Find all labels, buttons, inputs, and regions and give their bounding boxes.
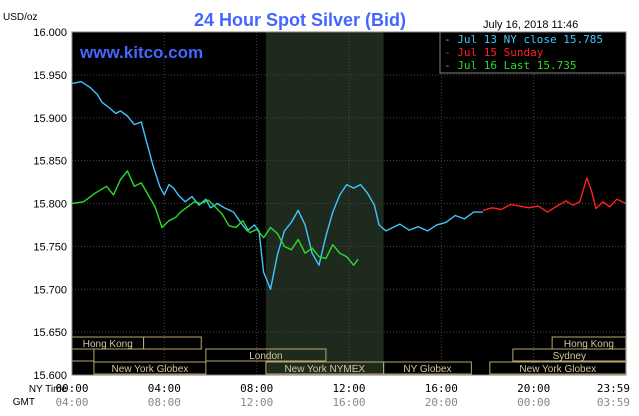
x-tick-label-ny: 08:00: [240, 382, 273, 395]
y-tick-label: 15.950: [33, 70, 67, 82]
session-box: [143, 336, 202, 350]
session-label: New York Globex: [112, 364, 189, 375]
y-tick-label: 15.800: [33, 199, 67, 211]
x-tick-label-ny: 20:00: [517, 382, 550, 395]
x-tick-label-ny: 12:00: [332, 382, 365, 395]
y-tick-label: 15.750: [33, 241, 67, 253]
ny-time-axis-name: NY Time: [29, 384, 68, 395]
y-tick-label: 15.600: [33, 370, 67, 382]
series-line: [71, 80, 483, 290]
x-tick-label-gmt: 03:59: [597, 396, 630, 409]
session-box: [93, 361, 207, 375]
y-tick-label: 15.700: [33, 284, 67, 296]
legend-entry: - Jul 15 Sunday: [444, 46, 544, 59]
x-tick-label-ny: 00:00: [55, 382, 88, 395]
x-tick-label-gmt: 20:00: [425, 396, 458, 409]
session-label: Sydney: [553, 351, 586, 362]
legend-entry: - Jul 13 NY close 15.785: [444, 33, 603, 46]
y-axis-ticks: 16.000 15.950 15.900 15.850 15.800 15.750 15.7…: [33, 27, 67, 382]
unit-label: USD/oz: [3, 12, 37, 23]
session-label: Hong Kong: [564, 339, 614, 350]
series-line: [71, 170, 359, 266]
x-tick-label-gmt: 00:00: [517, 396, 550, 409]
watermark: www.kitco.com: [79, 43, 203, 62]
legend-box: [439, 31, 627, 74]
x-tick-label-ny: 04:00: [148, 382, 181, 395]
session-label: New York Globex: [519, 364, 596, 375]
x-tick-label-gmt: 12:00: [240, 396, 273, 409]
session-label: NY Globex: [403, 364, 451, 375]
market-sessions: Hong Kong Hong Kong London Sydney New York G…: [71, 336, 627, 375]
session-box: [383, 361, 472, 375]
session-label: Hong Kong: [83, 339, 133, 350]
y-tick-label: 16.000: [33, 27, 67, 39]
session-label: New York NYMEX: [284, 364, 365, 375]
x-tick-label-gmt: 08:00: [148, 396, 181, 409]
y-tick-label: 15.650: [33, 327, 67, 339]
legend-entry: - Jul 16 Last 15.735: [444, 59, 576, 72]
gmt-axis-name: GMT: [13, 397, 35, 408]
x-axis-ticks: 00:0004:0004:0008:0008:0012:0012:0016:00…: [55, 382, 630, 409]
chart-title: 24 Hour Spot Silver (Bid): [194, 10, 406, 30]
plot-border: [71, 31, 627, 376]
session-box: [205, 348, 327, 362]
timestamp: July 16, 2018 11:46: [483, 19, 578, 31]
y-tick-label: 15.900: [33, 113, 67, 125]
session-label: London: [249, 351, 282, 362]
y-tick-label: 15.850: [33, 156, 67, 168]
legend: - Jul 13 NY close 15.785- Jul 15 Sunday-…: [439, 31, 627, 74]
x-tick-label-gmt: 16:00: [332, 396, 365, 409]
x-tick-label-gmt: 04:00: [55, 396, 88, 409]
price-lines: [71, 80, 627, 290]
series-line: [482, 177, 627, 213]
x-tick-label-ny: 16:00: [425, 382, 458, 395]
x-tick-label-ny: 23:59: [597, 382, 630, 395]
